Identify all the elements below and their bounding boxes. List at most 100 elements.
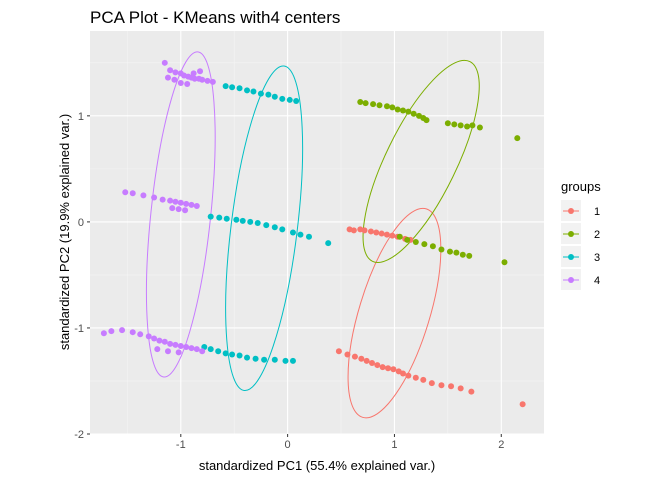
point-group-2 xyxy=(429,243,436,250)
point-group-4 xyxy=(140,192,147,199)
point-group-2 xyxy=(476,124,483,131)
point-group-4 xyxy=(197,68,204,75)
point-group-4 xyxy=(171,76,178,83)
point-group-2 xyxy=(464,123,471,130)
point-group-4 xyxy=(137,331,144,338)
point-group-4 xyxy=(188,201,195,208)
point-group-3 xyxy=(222,350,229,357)
point-group-3 xyxy=(279,95,286,102)
point-group-4 xyxy=(177,79,184,86)
x-tick-label: 2 xyxy=(498,439,504,451)
ellipse-group-2 xyxy=(362,59,480,263)
point-group-2 xyxy=(446,248,453,255)
point-group-4 xyxy=(204,77,211,84)
point-group-3 xyxy=(263,222,270,229)
point-group-3 xyxy=(207,346,214,353)
y-axis-ticks: -2 -1 0 1 xyxy=(74,111,90,441)
point-group-3 xyxy=(279,226,286,233)
point-group-1 xyxy=(448,383,455,390)
point-group-2 xyxy=(405,108,412,115)
point-group-4 xyxy=(145,333,152,340)
point-group-2 xyxy=(396,233,403,240)
point-group-3 xyxy=(325,240,332,247)
y-tick-label: -1 xyxy=(74,323,84,335)
x-tick-label: 0 xyxy=(285,439,291,451)
point-group-1 xyxy=(385,365,392,372)
point-group-2 xyxy=(444,120,451,127)
point-group-2 xyxy=(421,241,428,248)
point-group-4 xyxy=(209,78,216,85)
point-group-2 xyxy=(453,249,460,256)
point-group-3 xyxy=(305,233,312,240)
point-group-1 xyxy=(519,401,526,408)
point-group-1 xyxy=(389,232,396,239)
point-group-1 xyxy=(367,228,374,235)
point-group-2 xyxy=(410,110,417,117)
point-group-4 xyxy=(177,199,184,206)
point-group-1 xyxy=(344,351,351,358)
ellipse-group-1 xyxy=(347,207,442,419)
point-group-4 xyxy=(191,75,198,82)
point-group-2 xyxy=(459,251,466,258)
point-group-4 xyxy=(193,202,200,209)
point-group-4 xyxy=(161,338,168,345)
point-group-4 xyxy=(190,70,197,77)
point-group-2 xyxy=(389,104,396,111)
point-group-4 xyxy=(100,330,107,337)
legend-label-2: 2 xyxy=(594,229,600,241)
point-group-4 xyxy=(167,67,174,74)
point-group-4 xyxy=(156,337,163,344)
x-axis-ticks: -1 0 1 2 xyxy=(176,434,504,451)
y-tick-label: 1 xyxy=(78,111,84,123)
point-group-3 xyxy=(207,213,214,220)
point-group-3 xyxy=(236,85,243,92)
legend-point-3 xyxy=(568,254,574,260)
point-group-4 xyxy=(172,198,179,205)
point-group-2 xyxy=(357,99,364,106)
point-group-1 xyxy=(438,382,445,389)
y-axis-title: standardized PC2 (19.9% explained var.) xyxy=(57,114,72,350)
x-tick-label: 1 xyxy=(391,439,397,451)
point-group-2 xyxy=(399,107,406,114)
point-group-3 xyxy=(229,351,236,358)
point-group-3 xyxy=(229,84,236,91)
legend-point-1 xyxy=(568,208,574,214)
point-group-3 xyxy=(254,219,261,226)
point-group-1 xyxy=(420,376,427,383)
point-group-1 xyxy=(378,230,385,237)
point-group-3 xyxy=(289,357,296,364)
point-group-2 xyxy=(451,121,458,128)
legend: groups 1 2 3 4 xyxy=(561,179,601,290)
point-group-2 xyxy=(412,239,419,246)
point-group-3 xyxy=(271,356,278,363)
point-group-3 xyxy=(261,356,268,363)
chart-title: PCA Plot - KMeans with4 centers xyxy=(90,8,340,27)
point-group-1 xyxy=(390,366,397,373)
point-group-4 xyxy=(164,348,171,355)
legend-point-4 xyxy=(568,277,574,283)
point-group-2 xyxy=(362,100,369,107)
point-group-1 xyxy=(412,374,419,381)
point-group-3 xyxy=(271,93,278,100)
point-group-4 xyxy=(122,189,129,196)
point-group-2 xyxy=(370,101,377,108)
point-group-4 xyxy=(188,345,195,352)
point-group-2 xyxy=(383,103,390,110)
point-group-4 xyxy=(167,340,174,347)
ellipse-group-3 xyxy=(225,65,304,392)
point-group-4 xyxy=(199,348,206,355)
point-group-4 xyxy=(161,59,168,66)
point-group-2 xyxy=(514,135,521,142)
point-group-3 xyxy=(223,215,230,222)
point-group-2 xyxy=(394,106,401,113)
point-group-1 xyxy=(457,385,464,392)
point-group-4 xyxy=(177,342,184,349)
point-group-4 xyxy=(183,200,190,207)
point-group-1 xyxy=(350,227,357,234)
point-group-1 xyxy=(428,380,435,387)
point-group-4 xyxy=(199,76,206,83)
point-group-2 xyxy=(501,259,508,266)
point-group-4 xyxy=(159,196,166,203)
point-group-2 xyxy=(457,122,464,129)
